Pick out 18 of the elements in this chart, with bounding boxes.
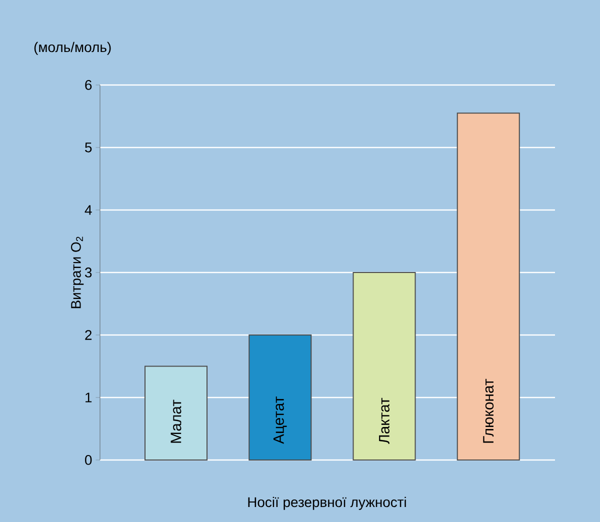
text: (моль/моль) <box>34 42 111 55</box>
bar <box>352 272 416 460</box>
x-tick-label: Лактат <box>379 398 390 444</box>
bar <box>456 112 520 460</box>
y-tick-label: 5 <box>85 142 92 152</box>
x-tick-label: Малат <box>170 400 182 443</box>
y-tick-label: 3 <box>85 268 92 278</box>
y-tick-label: 4 <box>84 205 92 215</box>
x-tick-label: Глюконат <box>483 378 494 443</box>
y-tick-label: 1 <box>86 392 92 402</box>
x-tick-label: Ацетат <box>274 396 287 444</box>
bar <box>248 334 312 460</box>
y-tick-label: 6 <box>85 80 92 90</box>
bar <box>144 366 208 460</box>
x-axis-title: Носії резервної лужності <box>248 496 406 510</box>
y-tick-label: 2 <box>85 330 92 340</box>
y-tick-label: 0 <box>85 455 92 465</box>
y-axis-title: Витрати O$_{2}$ <box>70 236 84 308</box>
